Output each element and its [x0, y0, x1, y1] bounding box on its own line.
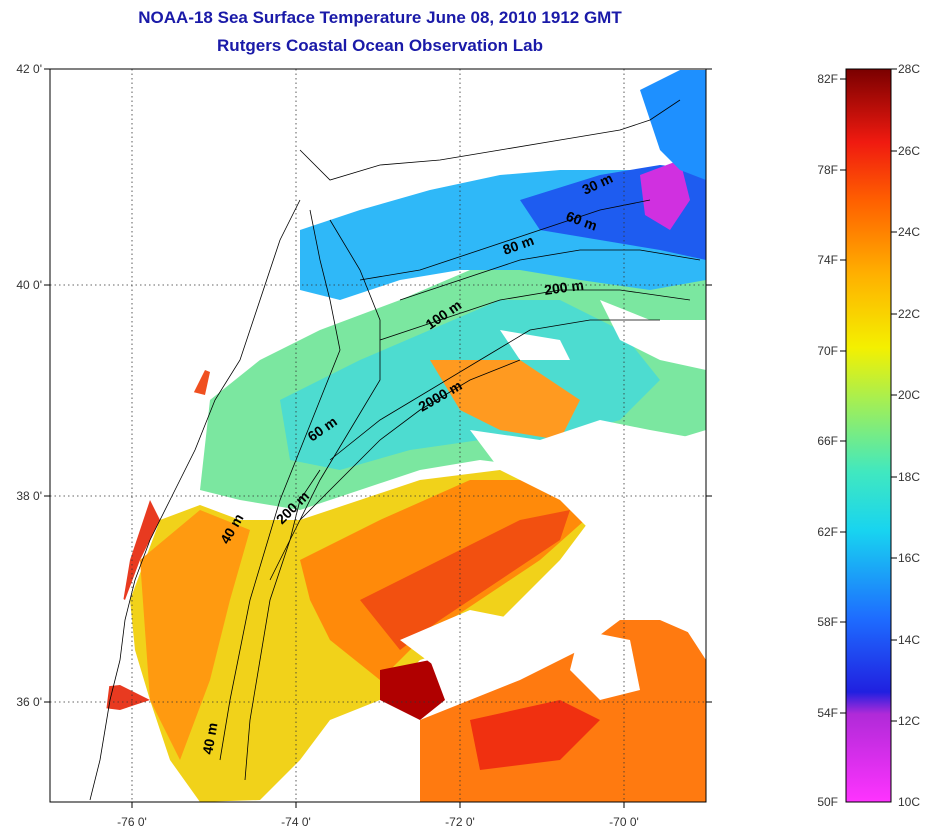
map-title: NOAA-18 Sea Surface Temperature June 08,… [138, 8, 622, 27]
f-label: 66F [817, 434, 838, 448]
c-label: 22C [898, 307, 920, 321]
map-frame [49, 68, 707, 803]
isobath-label: 40 m [199, 721, 220, 755]
latitude-labels: 42 0' 40 0' 38 0' 36 0' [16, 62, 42, 709]
longitude-labels: -76 0' -74 0' -72 0' -70 0' [117, 815, 639, 829]
axis-ticks [44, 68, 712, 808]
lat-label: 36 0' [16, 695, 42, 709]
c-label: 28C [898, 62, 920, 76]
lat-label: 42 0' [16, 62, 42, 76]
lat-label: 38 0' [16, 489, 42, 503]
c-label: 14C [898, 633, 920, 647]
lon-label: -76 0' [117, 815, 147, 829]
f-label: 74F [817, 253, 838, 267]
colorbar-gradient [845, 68, 892, 803]
c-label: 12C [898, 714, 920, 728]
c-label: 24C [898, 225, 920, 239]
c-label: 26C [898, 144, 920, 158]
colorbar-fahrenheit-labels: 82F 78F 74F 70F 66F 62F 58F 54F 50F [817, 72, 838, 809]
c-label: 16C [898, 551, 920, 565]
lon-label: -70 0' [609, 815, 639, 829]
lon-label: -72 0' [445, 815, 475, 829]
colorbar-celsius-labels: 28C 26C 24C 22C 20C 18C 16C 14C 12C 10C [898, 62, 920, 809]
lat-label: 40 0' [16, 278, 42, 292]
graticule [50, 69, 706, 802]
isobath-label: 200 m [543, 277, 585, 298]
f-label: 58F [817, 615, 838, 629]
colorbar-ticks [840, 68, 897, 722]
c-label: 20C [898, 388, 920, 402]
temperature-colorbar [845, 68, 892, 803]
lon-label: -74 0' [281, 815, 311, 829]
c-label: 18C [898, 470, 920, 484]
f-label: 50F [817, 795, 838, 809]
f-label: 82F [817, 72, 838, 86]
f-label: 78F [817, 163, 838, 177]
f-label: 70F [817, 344, 838, 358]
f-label: 62F [817, 525, 838, 539]
f-label: 54F [817, 706, 838, 720]
c-label: 10C [898, 795, 920, 809]
sst-field [50, 69, 706, 802]
coastline-and-isobaths [89, 99, 701, 801]
map-subtitle: Rutgers Coastal Ocean Observation Lab [217, 36, 543, 55]
